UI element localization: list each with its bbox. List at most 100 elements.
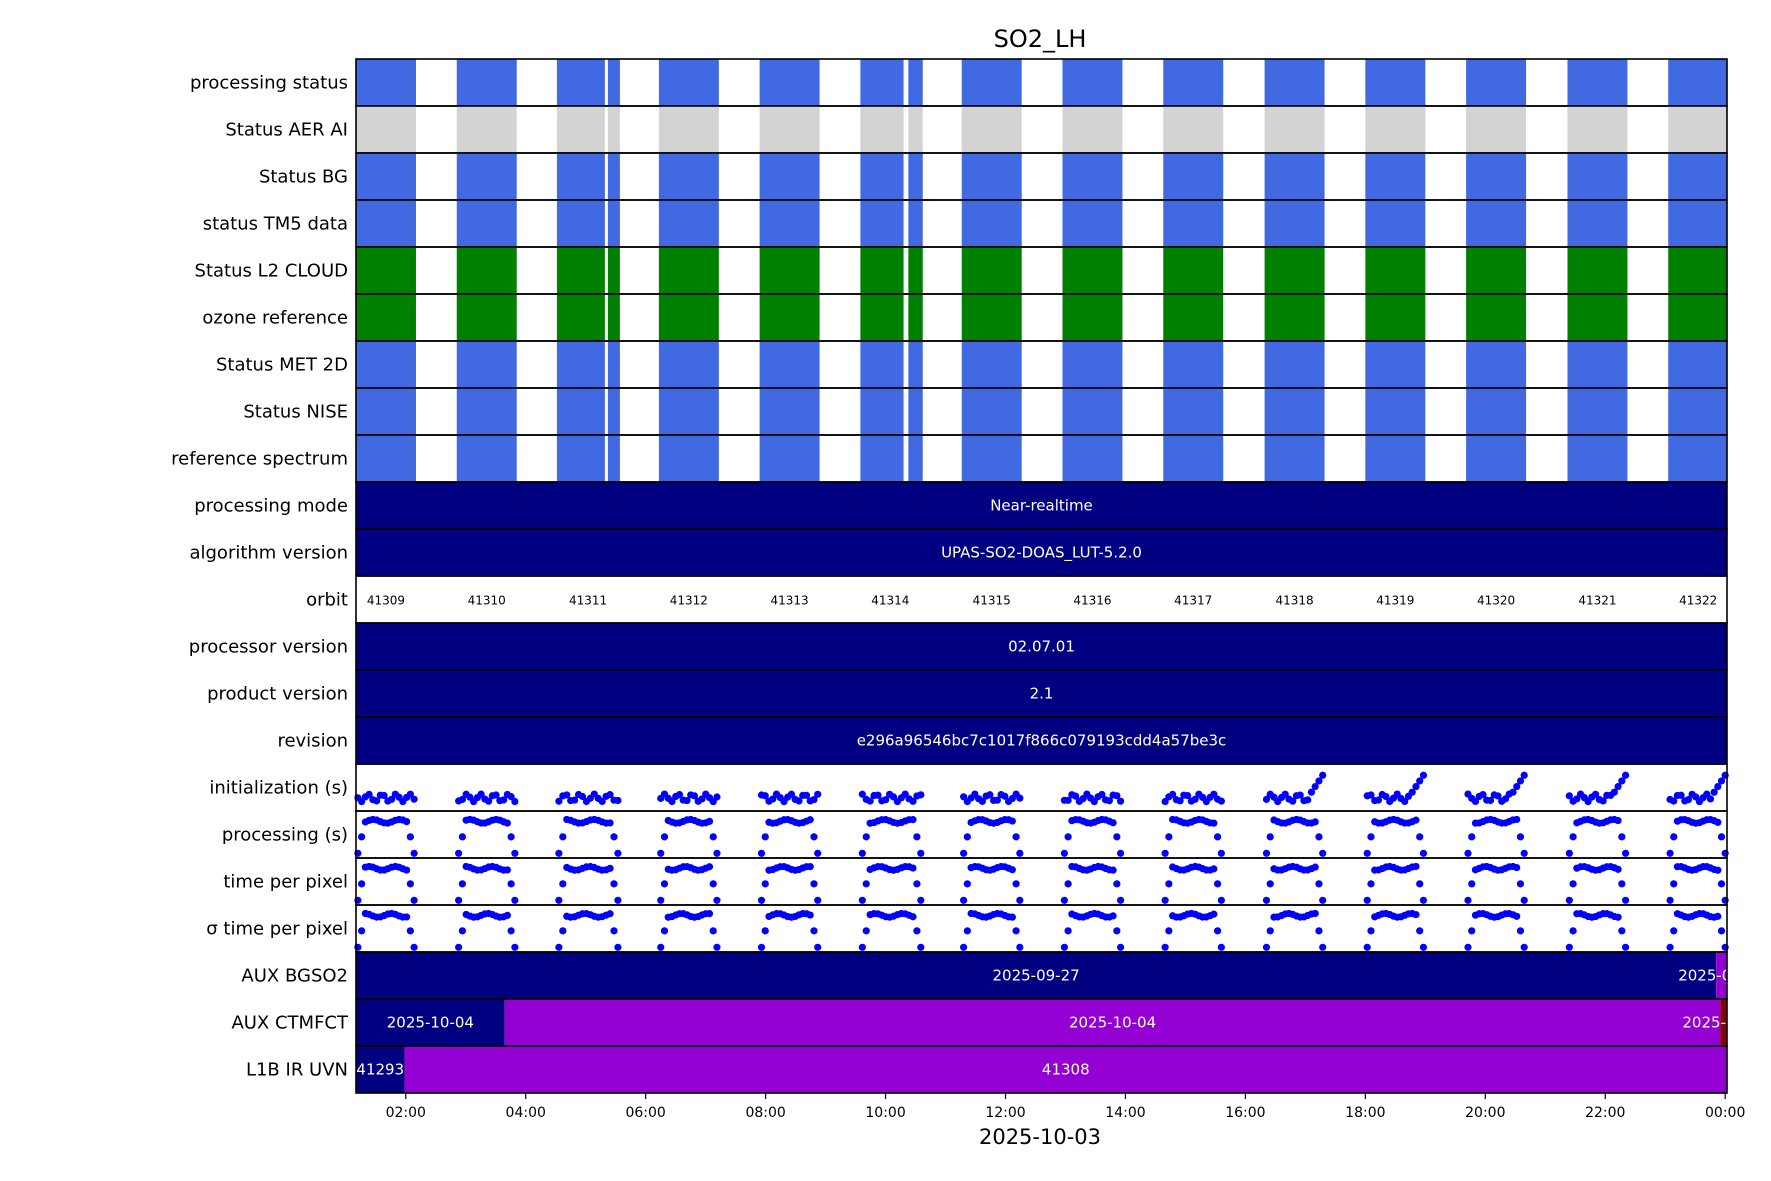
status-bar (1163, 294, 1224, 341)
scatter-point (503, 819, 511, 827)
orbit-number: 41310 (468, 594, 506, 608)
scatter-point (1569, 833, 1577, 841)
scatter-point (757, 849, 766, 857)
aux-segment (404, 1046, 1727, 1093)
scatter-point (917, 849, 925, 857)
scatter-point (660, 880, 669, 888)
scatter-point (806, 816, 814, 824)
scatter-point (713, 896, 721, 904)
status-bar (1567, 388, 1628, 435)
orbit-number: 41318 (1275, 594, 1313, 608)
scatter-point (978, 797, 986, 805)
status-bar (759, 388, 820, 435)
scatter-point (1001, 792, 1009, 800)
scatter-point (1262, 943, 1271, 951)
scatter-point (1210, 910, 1218, 918)
status-bar (908, 247, 923, 294)
scatter-point (410, 896, 418, 904)
aux-segment (356, 1046, 405, 1093)
scatter-point (1670, 833, 1678, 841)
status-bar (1163, 153, 1224, 200)
scatter-point (1591, 790, 1600, 798)
scatter-point (1165, 927, 1173, 935)
scatter-point (455, 849, 463, 857)
scatter-point (410, 795, 418, 803)
scatter-point (1710, 788, 1718, 796)
scatter-point (1176, 797, 1184, 805)
scatter-point (1621, 849, 1630, 857)
scatter-point (690, 792, 699, 800)
value-bar-label: Near-realtime (990, 497, 1093, 515)
status-bar (908, 388, 923, 435)
status-bar (356, 106, 416, 153)
scatter-point (563, 791, 571, 799)
orbit-number: 41321 (1578, 594, 1616, 608)
scatter-point (503, 866, 511, 874)
scatter-point (1717, 777, 1726, 785)
scatter-point (668, 797, 676, 806)
scatter-point (606, 791, 614, 799)
x-tick-label: 10:00 (865, 1105, 905, 1121)
scatter-point (917, 943, 925, 951)
scatter-point (511, 943, 519, 951)
status-bar (1062, 388, 1123, 435)
scatter-point (1064, 796, 1072, 804)
scatter-point (1621, 896, 1630, 904)
value-bar-label: e296a96546bc7c1017f866c079193cdd4a57be3c (857, 732, 1227, 750)
status-bar (1567, 435, 1628, 482)
scatter-point (1468, 880, 1476, 888)
scatter-point (458, 795, 466, 804)
row-label: processing status (190, 73, 348, 94)
scatter-point (1509, 788, 1517, 796)
scatter-point (1060, 896, 1068, 904)
scatter-point (403, 817, 411, 826)
scatter-point (1412, 862, 1420, 871)
scatter-point (1486, 796, 1495, 805)
scatter-point (1374, 796, 1383, 804)
scatter-point (1412, 816, 1420, 824)
scatter-point (1060, 943, 1068, 951)
scatter-point (1714, 912, 1722, 920)
status-bar (1163, 200, 1224, 247)
status-bar (607, 200, 620, 247)
scatter-point (1513, 782, 1521, 791)
status-bar (658, 153, 719, 200)
x-tick-label: 20:00 (1465, 1105, 1505, 1121)
value-bar-label: 2.1 (1030, 685, 1054, 703)
scatter-point (1113, 927, 1121, 935)
scatter-point (705, 817, 714, 825)
scatter-point (410, 849, 418, 857)
scatter-point (1614, 865, 1622, 873)
scatter-point (1714, 818, 1722, 826)
status-bar (658, 106, 719, 153)
status-bar (1062, 200, 1123, 247)
scatter-point (1367, 791, 1375, 799)
x-tick-label: 00:00 (1705, 1105, 1745, 1121)
scatter-point (1416, 880, 1424, 888)
scatter-point (1266, 927, 1274, 935)
scatter-point (511, 797, 519, 806)
status-bar (456, 247, 517, 294)
scatter-point (675, 790, 684, 799)
scatter-point (862, 927, 870, 935)
scatter-point (657, 896, 665, 904)
value-bar (356, 670, 1727, 717)
scatter-point (858, 943, 866, 951)
scatter-point (555, 849, 563, 857)
row-label: Status L2 CLOUD (195, 261, 348, 282)
status-bar (1163, 435, 1224, 482)
status-bar (1163, 341, 1224, 388)
scatter-point (1513, 815, 1521, 824)
status-bar (1264, 294, 1325, 341)
aux-segment (1716, 952, 1727, 999)
scatter-point (1217, 896, 1225, 904)
scatter-point (1060, 849, 1068, 857)
row-label: AUX CTMFCT (231, 1013, 349, 1034)
scatter-point (1565, 896, 1573, 904)
scatter-point (1520, 896, 1528, 904)
status-bar (860, 435, 904, 482)
status-bar (1668, 294, 1727, 341)
aux-segment-label: 2025-0 (1678, 967, 1731, 985)
scatter-point (606, 864, 614, 872)
scatter-point (761, 880, 769, 888)
